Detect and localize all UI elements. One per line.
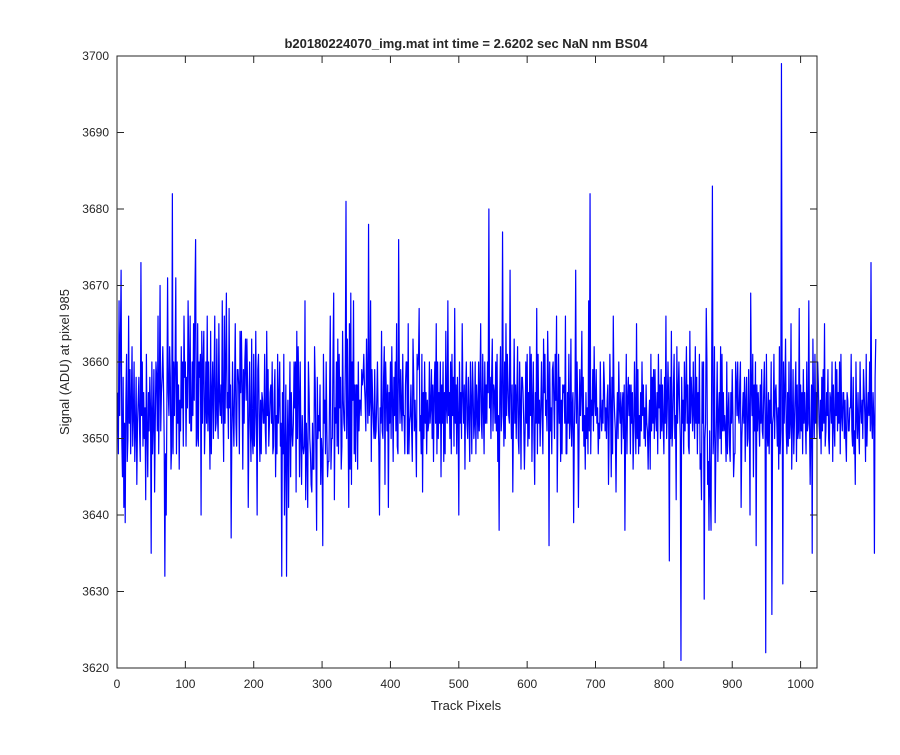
y-tick-label: 3640	[82, 508, 109, 522]
x-tick-label: 0	[114, 677, 121, 691]
x-tick-label: 700	[586, 677, 606, 691]
chart-title: b20180224070_img.mat int time = 2.6202 s…	[284, 36, 648, 51]
y-axis: 3620 3630 3640 3650 3660 3670 3680 3690 3700	[82, 49, 817, 675]
x-tick-label: 400	[380, 677, 400, 691]
y-tick-label: 3620	[82, 661, 109, 675]
y-tick-label: 3660	[82, 355, 109, 369]
y-tick-label: 3650	[82, 432, 109, 446]
y-tick-label: 3700	[82, 49, 109, 63]
data-layer	[117, 63, 877, 661]
x-tick-label: 1000	[787, 677, 814, 691]
x-tick-label: 800	[654, 677, 674, 691]
series-line-1	[117, 63, 877, 661]
y-tick-label: 3680	[82, 202, 109, 216]
y-tick-label: 3630	[82, 585, 109, 599]
x-tick-label: 600	[517, 677, 537, 691]
y-axis-label: Signal (ADU) at pixel 985	[57, 289, 72, 435]
plot-area	[117, 56, 817, 668]
y-tick-label: 3690	[82, 126, 109, 140]
x-axis: 0 100 200 300 400 500 600 700 800 900 1000	[114, 56, 814, 691]
y-tick-label: 3670	[82, 279, 109, 293]
x-tick-label: 100	[175, 677, 195, 691]
x-tick-label: 300	[312, 677, 332, 691]
x-tick-label: 200	[244, 677, 264, 691]
x-axis-label: Track Pixels	[431, 698, 502, 713]
x-tick-label: 900	[722, 677, 742, 691]
x-tick-label: 500	[449, 677, 469, 691]
